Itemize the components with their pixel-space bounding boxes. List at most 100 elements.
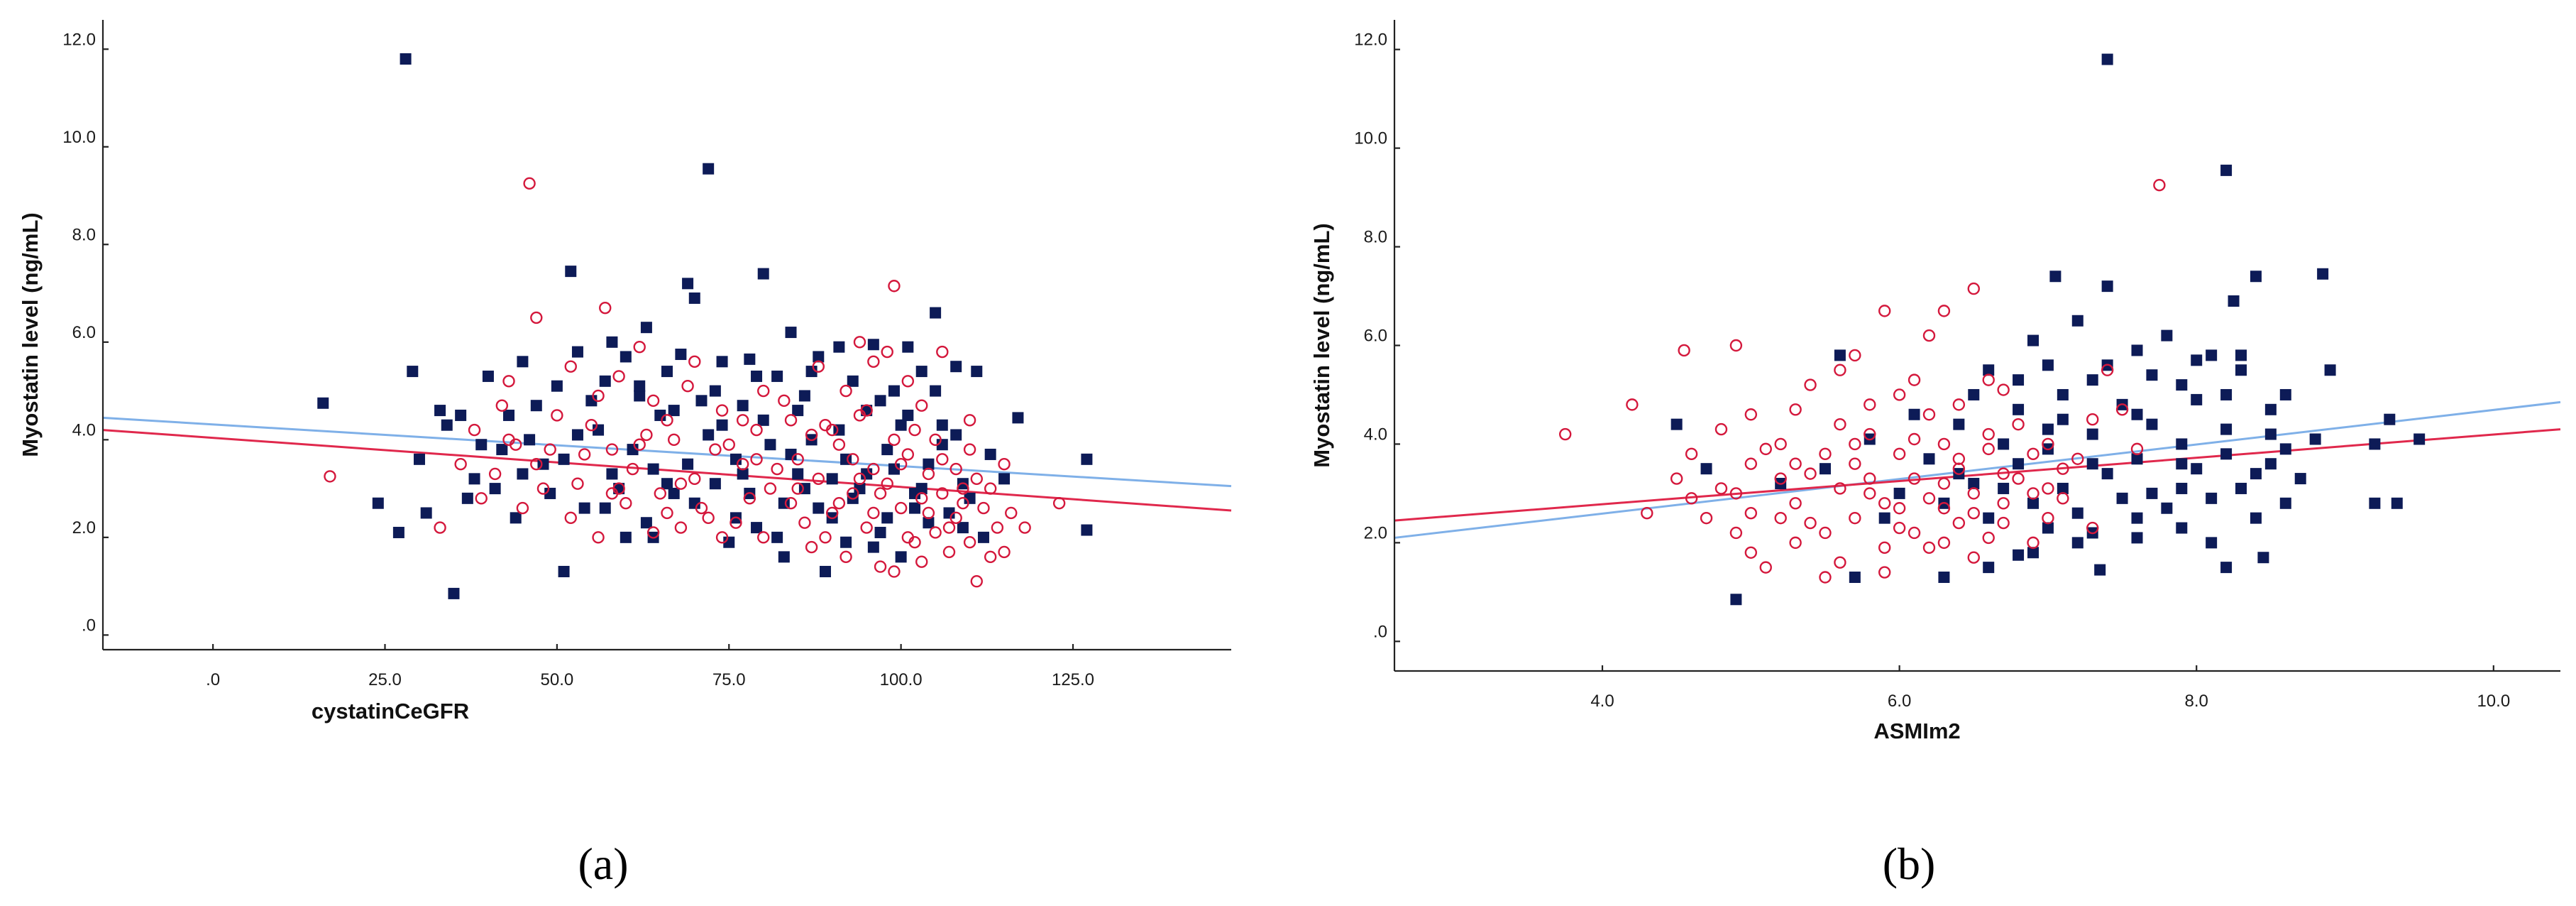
data-point-circle xyxy=(853,336,866,349)
data-point-square xyxy=(1012,412,1024,424)
data-point-circle xyxy=(667,433,681,447)
data-point-square xyxy=(551,380,563,392)
data-point-square xyxy=(2086,458,2098,470)
data-point-square xyxy=(2042,522,2054,534)
data-point-square xyxy=(716,356,728,368)
data-point-square xyxy=(2264,458,2277,470)
data-point-square xyxy=(640,517,652,529)
data-point-circle xyxy=(454,458,467,471)
data-point-square xyxy=(792,405,804,417)
data-point-circle xyxy=(722,438,735,451)
data-point-circle xyxy=(646,394,660,408)
data-point-circle xyxy=(674,521,688,534)
data-point-circle xyxy=(750,423,763,437)
data-point-square xyxy=(599,375,611,387)
data-point-circle xyxy=(2027,487,2040,500)
data-point-circle xyxy=(888,433,901,447)
data-point-square xyxy=(703,163,715,175)
data-point-square xyxy=(2220,164,2233,176)
data-point-square xyxy=(709,385,721,397)
data-point-square xyxy=(2027,334,2039,346)
data-point-square xyxy=(840,536,852,548)
data-point-circle xyxy=(874,560,887,573)
data-point-circle xyxy=(736,414,749,427)
y-tick-label: 8.0 xyxy=(1364,228,1387,247)
data-point-square xyxy=(1968,478,1980,490)
data-point-square xyxy=(2250,468,2262,480)
data-point-square xyxy=(2191,463,2203,475)
data-point-square xyxy=(2131,408,2143,420)
data-point-circle xyxy=(874,487,887,500)
data-point-square xyxy=(510,512,522,524)
data-point-circle xyxy=(1864,427,1876,441)
data-point-square xyxy=(2235,349,2247,361)
data-point-square xyxy=(2250,512,2262,524)
data-point-square xyxy=(640,322,652,334)
data-point-circle xyxy=(2012,417,2025,431)
data-point-square xyxy=(524,434,536,446)
data-point-square xyxy=(2235,482,2247,494)
data-point-square xyxy=(675,349,687,361)
data-point-circle xyxy=(536,482,550,495)
data-point-circle xyxy=(825,506,839,520)
data-point-circle xyxy=(771,462,783,476)
data-point-circle xyxy=(571,477,584,490)
data-point-square xyxy=(2071,507,2084,519)
data-point-circle xyxy=(1864,398,1876,411)
panel-label-b: (b) xyxy=(1883,839,1936,889)
data-point-square xyxy=(764,439,776,451)
data-point-circle xyxy=(1849,437,1861,451)
y-tick-label: 4.0 xyxy=(72,420,96,440)
data-point-square xyxy=(709,478,721,490)
data-point-square xyxy=(2013,374,2025,386)
data-point-square xyxy=(634,390,646,402)
data-point-square xyxy=(688,292,700,304)
data-point-square xyxy=(2324,364,2336,376)
data-point-square xyxy=(874,526,886,538)
y-axis-title: Myostatin level (ng/mL) xyxy=(1309,223,1334,467)
data-point-circle xyxy=(2130,442,2144,456)
data-point-circle xyxy=(1744,457,1758,470)
data-point-square xyxy=(682,278,694,290)
data-point-square xyxy=(530,400,542,412)
data-point-circle xyxy=(757,384,770,398)
data-point-circle xyxy=(1937,305,1951,317)
data-point-circle xyxy=(1908,526,1921,540)
data-point-circle xyxy=(1922,492,1936,505)
data-point-circle xyxy=(840,550,852,564)
data-point-circle xyxy=(805,540,818,554)
data-point-circle xyxy=(991,521,1004,534)
data-point-circle xyxy=(998,458,1011,471)
y-tick-label: 10.0 xyxy=(1354,129,1387,148)
y-tick-label: 8.0 xyxy=(72,225,96,244)
y-tick-label: 2.0 xyxy=(1364,523,1387,542)
data-point-square xyxy=(2279,388,2291,400)
data-point-circle xyxy=(1878,566,1891,579)
data-point-square xyxy=(599,502,611,514)
data-point-circle xyxy=(970,575,983,588)
y-tick-label: 6.0 xyxy=(1364,327,1387,346)
data-point-circle xyxy=(640,428,653,442)
data-point-square xyxy=(930,385,942,397)
data-point-circle xyxy=(2042,511,2054,525)
data-point-square xyxy=(558,453,570,465)
data-point-circle xyxy=(936,487,949,500)
data-point-square xyxy=(1849,572,1861,584)
data-point-circle xyxy=(1967,506,1980,520)
data-point-circle xyxy=(715,531,729,544)
data-point-square xyxy=(2057,388,2069,400)
data-point-circle xyxy=(1952,516,1966,530)
y-tick-label: 12.0 xyxy=(62,30,96,49)
data-point-circle xyxy=(1744,408,1758,421)
data-point-square xyxy=(392,526,404,538)
data-point-square xyxy=(2146,487,2158,499)
data-point-circle xyxy=(1908,472,1921,485)
data-point-circle xyxy=(612,370,625,383)
data-point-circle xyxy=(1908,432,1921,446)
data-point-circle xyxy=(1714,482,1728,495)
data-point-circle xyxy=(605,443,619,456)
data-point-square xyxy=(606,336,618,348)
data-point-square xyxy=(984,448,996,460)
data-point-circle xyxy=(592,389,605,403)
data-point-square xyxy=(668,405,680,417)
